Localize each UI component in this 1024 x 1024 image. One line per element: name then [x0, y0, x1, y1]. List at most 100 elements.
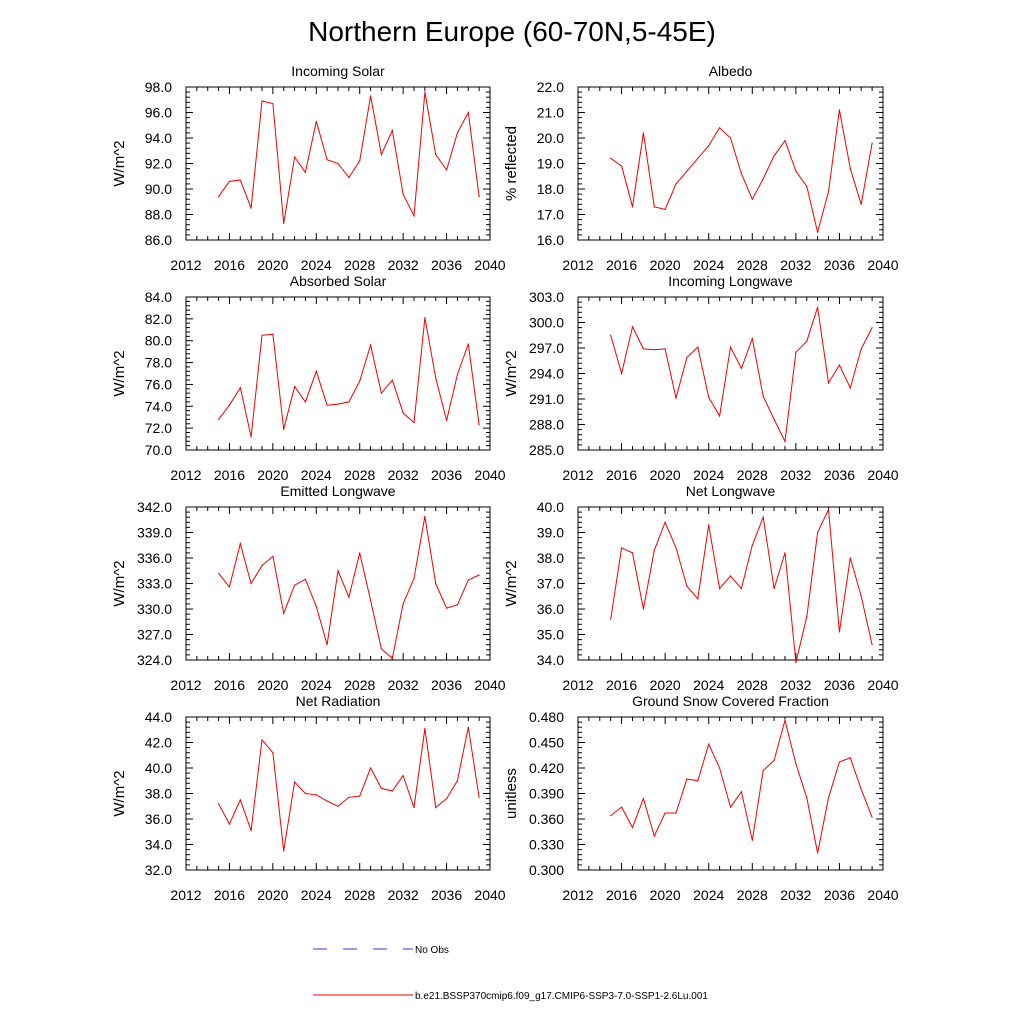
y-tick-label: 339.0	[137, 525, 172, 541]
y-tick-label: 0.360	[529, 811, 564, 827]
data-point	[250, 582, 252, 585]
data-point	[413, 422, 415, 424]
x-tick-label: 2028	[737, 467, 768, 483]
x-tick-label: 2036	[431, 887, 462, 903]
data-point	[795, 351, 797, 353]
data-point	[849, 387, 851, 389]
data-point	[391, 129, 393, 131]
data-point	[719, 127, 721, 129]
data-point	[424, 727, 426, 730]
data-point	[773, 759, 775, 761]
data-point	[304, 792, 307, 795]
data-point	[620, 547, 623, 549]
data-point	[740, 173, 742, 175]
data-point	[478, 796, 480, 798]
data-point	[217, 572, 220, 574]
x-tick-label: 2032	[780, 887, 811, 903]
data-point	[871, 142, 873, 144]
data-point	[817, 231, 819, 233]
data-point	[315, 120, 317, 123]
data-point	[272, 333, 274, 335]
data-point	[708, 524, 710, 526]
x-tick-label: 2040	[867, 467, 898, 483]
data-point	[675, 183, 677, 185]
panel-title: Incoming Solar	[291, 63, 385, 79]
panel-title: Incoming Longwave	[668, 273, 793, 289]
x-tick-label: 2028	[344, 467, 375, 483]
data-point	[697, 346, 699, 348]
data-point	[751, 839, 753, 841]
x-tick-label: 2040	[867, 887, 898, 903]
y-tick-label: 86.0	[145, 232, 172, 248]
x-tick-label: 2036	[824, 887, 855, 903]
data-point	[424, 91, 426, 93]
data-point	[697, 157, 699, 159]
data-point	[228, 404, 231, 406]
x-tick-label: 2024	[693, 467, 724, 483]
y-tick-label: 294.0	[529, 366, 564, 382]
data-point	[413, 577, 415, 580]
data-point	[849, 557, 851, 559]
data-point	[806, 340, 808, 342]
data-point	[827, 508, 830, 511]
data-point	[784, 719, 786, 722]
x-tick-label: 2012	[562, 467, 593, 483]
x-tick-label: 2040	[867, 677, 898, 693]
y-tick-label: 342.0	[137, 499, 172, 515]
data-point	[250, 436, 252, 438]
data-point	[795, 170, 797, 172]
y-tick-label: 32.0	[145, 862, 172, 878]
y-tick-label: 300.0	[529, 315, 564, 331]
data-point	[795, 661, 797, 664]
x-tick-label: 2012	[170, 257, 201, 273]
x-tick-label: 2020	[650, 467, 681, 483]
data-point	[239, 542, 241, 545]
data-point	[228, 823, 231, 825]
x-tick-label: 2012	[170, 887, 201, 903]
y-tick-label: 44.0	[145, 709, 172, 725]
y-tick-label: 327.0	[137, 627, 172, 643]
data-point	[217, 803, 220, 805]
data-point	[456, 132, 459, 134]
x-tick-label: 2036	[431, 677, 462, 693]
data-point	[402, 603, 404, 605]
data-point	[283, 428, 285, 430]
data-point	[467, 726, 469, 728]
y-tick-label: 17.0	[537, 207, 564, 223]
y-tick-label: 92.0	[145, 156, 172, 172]
x-tick-label: 2032	[780, 257, 811, 273]
data-point	[435, 582, 437, 585]
plot-frame	[185, 296, 491, 451]
data-point	[806, 797, 808, 799]
data-point	[250, 207, 252, 209]
data-point	[304, 171, 307, 174]
data-point	[610, 815, 612, 817]
data-point	[686, 356, 688, 358]
data-point	[708, 396, 710, 398]
panel-title: Ground Snow Covered Fraction	[632, 693, 829, 709]
data-point	[729, 346, 732, 348]
data-point	[686, 778, 688, 780]
data-point	[478, 574, 480, 576]
data-point	[413, 806, 415, 809]
data-point	[315, 370, 317, 372]
data-point	[326, 644, 328, 646]
data-point	[272, 102, 274, 105]
data-point	[871, 644, 873, 646]
data-point	[467, 343, 469, 345]
x-tick-label: 2012	[170, 467, 201, 483]
y-axis-label: W/m^2	[503, 560, 520, 606]
x-tick-label: 2028	[737, 677, 768, 693]
y-tick-label: 96.0	[145, 105, 172, 121]
data-point	[359, 160, 361, 162]
panel-title: Absorbed Solar	[290, 273, 387, 289]
data-point	[304, 401, 307, 403]
data-point	[261, 739, 263, 741]
data-point	[773, 418, 775, 420]
series-line	[218, 727, 480, 851]
x-tick-label: 2040	[867, 257, 898, 273]
data-point	[369, 767, 372, 769]
chart-panels: 2012 2016 2020 2024 2028 2032 2036 2040 86.0 88.0…	[111, 63, 899, 903]
figure-title: Northern Europe (60-70N,5-45E)	[308, 16, 716, 47]
